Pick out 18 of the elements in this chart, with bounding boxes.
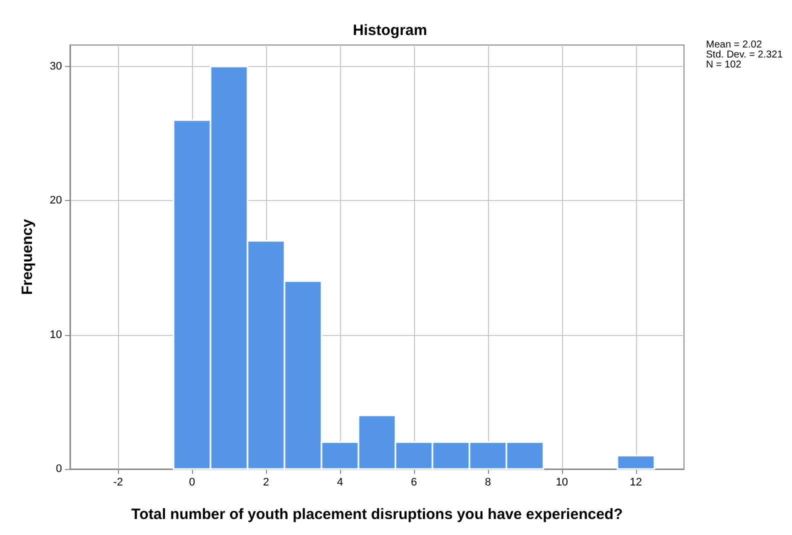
y-tick-label: 10 [50,328,62,341]
x-tick-label: 4 [336,476,344,488]
text: Std. Dev. = 2.321 [706,50,784,60]
text: N = 102 [706,60,742,70]
y-tick-label: 0 [56,463,62,475]
x-tick-label: 8 [484,476,492,488]
y-tick-label: 30 [50,60,62,72]
y-tick-label: 20 [50,194,62,207]
text: Mean = 2.02 [706,40,762,50]
x-tick-label: -2 [113,476,123,488]
x-tick-label: 0 [189,476,196,488]
chart-title: Histogram [352,22,428,39]
x-axis-title: Total number of youth placement disruptions you have experienced? [131,506,623,523]
y-axis-title: Frequency [19,218,36,295]
x-tick-label: 2 [262,476,270,488]
x-tick-label: 12 [630,476,642,488]
x-tick-label: 6 [410,476,418,488]
x-tick-label: 10 [556,476,568,488]
